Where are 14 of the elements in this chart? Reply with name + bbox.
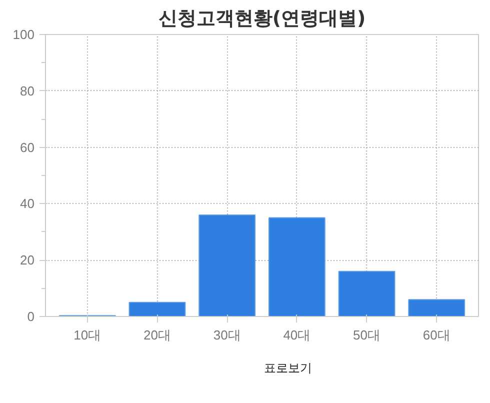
y-tick-label: 60 (20, 140, 35, 155)
y-tick-label: 40 (20, 196, 35, 212)
y-tick-label: 100 (12, 27, 35, 42)
text: 표로보기 (223, 350, 353, 386)
x-tick-label: 50대 (353, 328, 380, 342)
y-tick-label: 20 (20, 252, 35, 268)
x-tick-label: 30대 (213, 328, 241, 342)
chart-title: 신청고객현황(연령대별) (158, 8, 366, 30)
x-tick-label: 40대 (283, 328, 311, 342)
y-tick-label: 0 (27, 309, 35, 324)
x-tick-label: 10대 (74, 328, 102, 342)
y-tick-label: 80 (20, 83, 35, 98)
x-tick-label: 60대 (422, 328, 450, 342)
x-tick-label: 20대 (144, 328, 171, 342)
